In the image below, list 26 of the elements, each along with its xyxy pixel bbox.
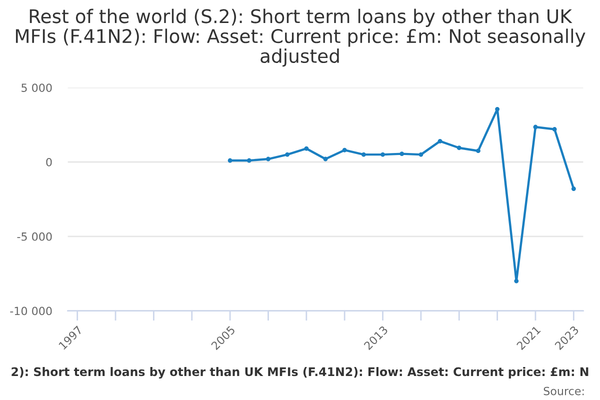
point <box>266 156 270 162</box>
point <box>438 138 442 144</box>
point <box>533 124 538 130</box>
point <box>571 186 576 192</box>
text: 2): Short term loans by other than UK MFIs (F.41N2): Flow: Asset: Current price: £m: N <box>12 367 588 379</box>
y-tick-label: -5 000 <box>17 232 52 241</box>
point <box>380 152 385 157</box>
point <box>495 106 500 112</box>
point <box>400 152 404 156</box>
y-tick-label: 0 <box>46 158 52 166</box>
point <box>342 148 347 152</box>
y-tick-label: 5 000 <box>22 84 52 92</box>
point <box>323 156 328 162</box>
source-note: Source: <box>544 386 584 396</box>
point <box>228 158 232 163</box>
y-tick-label: -10 000 <box>10 306 52 316</box>
point <box>285 152 290 157</box>
chart-title: Rest of the world (S.2): Short term loans by other than UK MFIs (F.41N2): Flow: Asset: Current price: £m: Not seasonally adjusted <box>16 8 586 67</box>
point <box>418 152 424 157</box>
point <box>304 146 309 151</box>
point <box>552 127 557 132</box>
point <box>361 152 366 157</box>
point <box>246 158 252 163</box>
point <box>476 148 480 154</box>
point <box>514 278 519 284</box>
point <box>456 146 462 150</box>
